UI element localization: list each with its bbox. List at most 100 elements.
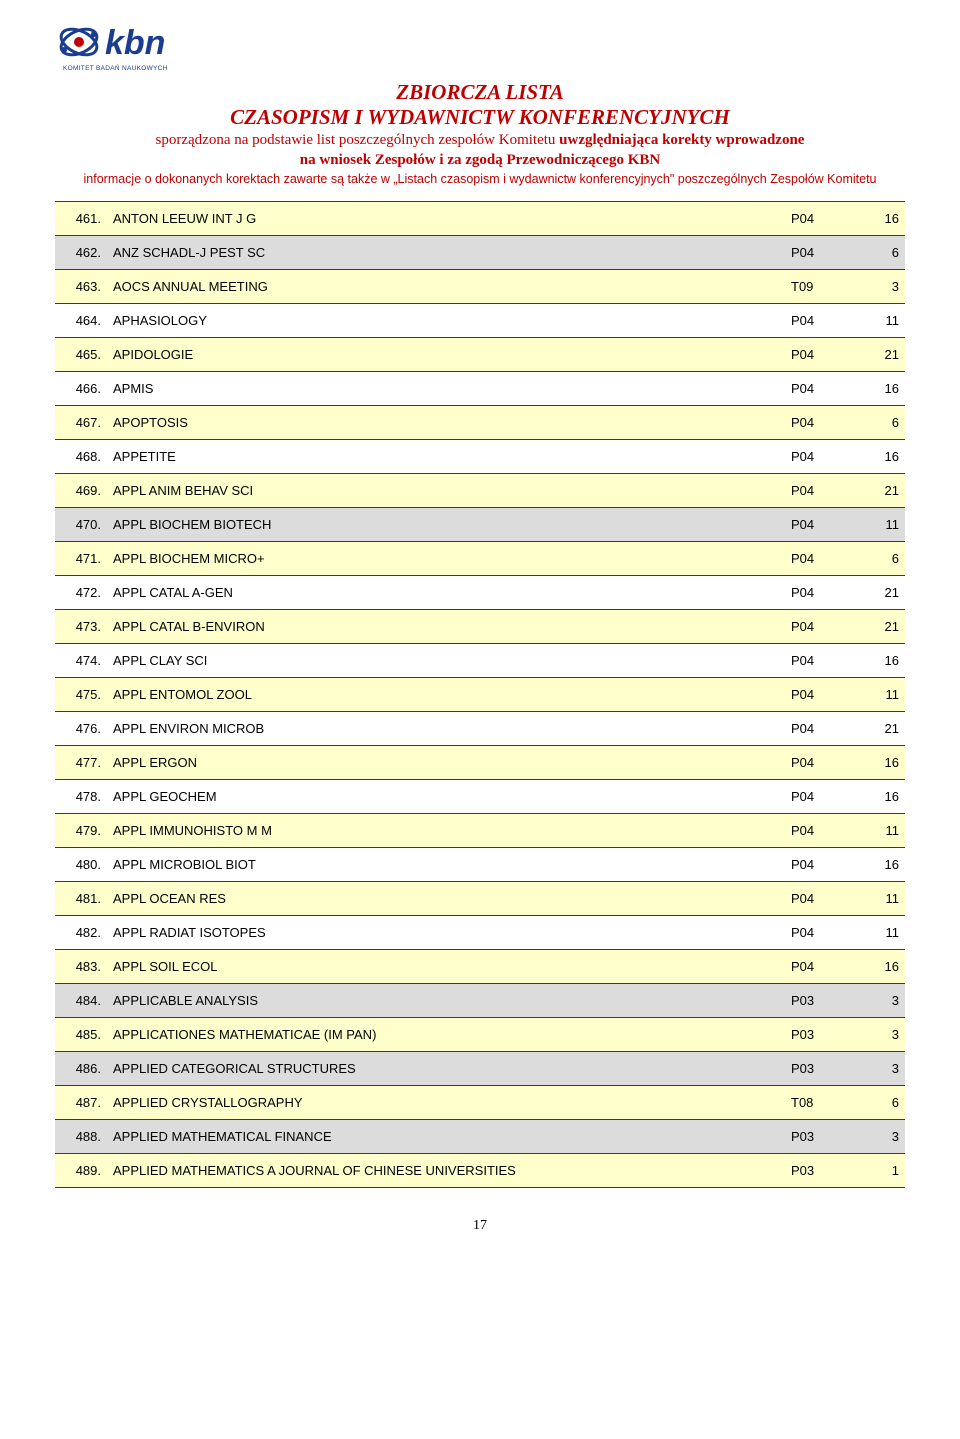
code: P04 bbox=[785, 440, 855, 474]
kbn-logo: kbn KOMITET BADAŃ NAUKOWYCH bbox=[55, 20, 905, 76]
score: 11 bbox=[855, 304, 905, 338]
document-header: ZBIORCZA LISTA CZASOPISM I WYDAWNICTW KO… bbox=[55, 80, 905, 187]
journal-title: ANZ SCHADL-J PEST SC bbox=[107, 236, 785, 270]
table-row: 465.APIDOLOGIEP0421 bbox=[55, 338, 905, 372]
journals-table: 461.ANTON LEEUW INT J GP0416462.ANZ SCHA… bbox=[55, 201, 905, 1188]
code: P03 bbox=[785, 1052, 855, 1086]
journal-title: APPL GEOCHEM bbox=[107, 780, 785, 814]
table-row: 479.APPL IMMUNOHISTO M MP0411 bbox=[55, 814, 905, 848]
row-number: 472. bbox=[55, 576, 107, 610]
journal-title: APMIS bbox=[107, 372, 785, 406]
row-number: 475. bbox=[55, 678, 107, 712]
row-number: 465. bbox=[55, 338, 107, 372]
journal-title: AOCS ANNUAL MEETING bbox=[107, 270, 785, 304]
score: 21 bbox=[855, 712, 905, 746]
score: 16 bbox=[855, 950, 905, 984]
code: P04 bbox=[785, 712, 855, 746]
code: T08 bbox=[785, 1086, 855, 1120]
row-number: 480. bbox=[55, 848, 107, 882]
score: 16 bbox=[855, 848, 905, 882]
subtitle-1-plain: sporządzona na podstawie list poszczegól… bbox=[156, 132, 560, 148]
table-row: 473.APPL CATAL B-ENVIRONP0421 bbox=[55, 610, 905, 644]
table-row: 467.APOPTOSISP046 bbox=[55, 406, 905, 440]
score: 3 bbox=[855, 1120, 905, 1154]
journal-title: APPL SOIL ECOL bbox=[107, 950, 785, 984]
table-row: 464.APHASIOLOGYP0411 bbox=[55, 304, 905, 338]
score: 16 bbox=[855, 780, 905, 814]
journal-title: APIDOLOGIE bbox=[107, 338, 785, 372]
row-number: 478. bbox=[55, 780, 107, 814]
code: P04 bbox=[785, 644, 855, 678]
score: 21 bbox=[855, 474, 905, 508]
score: 6 bbox=[855, 236, 905, 270]
score: 21 bbox=[855, 338, 905, 372]
row-number: 466. bbox=[55, 372, 107, 406]
journal-title: APPL CLAY SCI bbox=[107, 644, 785, 678]
score: 6 bbox=[855, 1086, 905, 1120]
row-number: 467. bbox=[55, 406, 107, 440]
row-number: 488. bbox=[55, 1120, 107, 1154]
code: T09 bbox=[785, 270, 855, 304]
code: P04 bbox=[785, 406, 855, 440]
table-row: 468.APPETITEP0416 bbox=[55, 440, 905, 474]
journal-title: APPL ERGON bbox=[107, 746, 785, 780]
table-row: 489.APPLIED MATHEMATICS A JOURNAL OF CHI… bbox=[55, 1154, 905, 1188]
row-number: 481. bbox=[55, 882, 107, 916]
score: 16 bbox=[855, 746, 905, 780]
subtitle-1-bold: uwzględniająca korekty wprowadzone bbox=[559, 132, 804, 148]
journal-title: APOPTOSIS bbox=[107, 406, 785, 440]
journal-title: APHASIOLOGY bbox=[107, 304, 785, 338]
score: 11 bbox=[855, 508, 905, 542]
journal-title: APPL ENTOMOL ZOOL bbox=[107, 678, 785, 712]
table-row: 481.APPL OCEAN RESP0411 bbox=[55, 882, 905, 916]
row-number: 485. bbox=[55, 1018, 107, 1052]
table-row: 471.APPL BIOCHEM MICRO+P046 bbox=[55, 542, 905, 576]
score: 1 bbox=[855, 1154, 905, 1188]
table-row: 488.APPLIED MATHEMATICAL FINANCEP033 bbox=[55, 1120, 905, 1154]
table-row: 463.AOCS ANNUAL MEETINGT093 bbox=[55, 270, 905, 304]
table-row: 478.APPL GEOCHEMP0416 bbox=[55, 780, 905, 814]
code: P04 bbox=[785, 372, 855, 406]
score: 3 bbox=[855, 1018, 905, 1052]
journal-title: APPL ENVIRON MICROB bbox=[107, 712, 785, 746]
title-line-2: CZASOPISM I WYDAWNICTW KONFERENCYJNYCH bbox=[55, 105, 905, 130]
row-number: 468. bbox=[55, 440, 107, 474]
table-row: 461.ANTON LEEUW INT J GP0416 bbox=[55, 202, 905, 236]
row-number: 487. bbox=[55, 1086, 107, 1120]
code: P04 bbox=[785, 202, 855, 236]
row-number: 483. bbox=[55, 950, 107, 984]
journal-title: APPL CATAL A-GEN bbox=[107, 576, 785, 610]
journal-title: APPETITE bbox=[107, 440, 785, 474]
score: 6 bbox=[855, 542, 905, 576]
table-row: 485.APPLICATIONES MATHEMATICAE (IM PAN)P… bbox=[55, 1018, 905, 1052]
row-number: 479. bbox=[55, 814, 107, 848]
code: P04 bbox=[785, 304, 855, 338]
svg-text:KOMITET BADAŃ NAUKOWYCH: KOMITET BADAŃ NAUKOWYCH bbox=[63, 63, 168, 72]
journal-title: APPL CATAL B-ENVIRON bbox=[107, 610, 785, 644]
code: P04 bbox=[785, 610, 855, 644]
table-row: 476.APPL ENVIRON MICROBP0421 bbox=[55, 712, 905, 746]
row-number: 474. bbox=[55, 644, 107, 678]
subtitle-line-1: sporządzona na podstawie list poszczegól… bbox=[55, 130, 905, 150]
table-row: 482.APPL RADIAT ISOTOPESP0411 bbox=[55, 916, 905, 950]
table-row: 480.APPL MICROBIOL BIOTP0416 bbox=[55, 848, 905, 882]
code: P04 bbox=[785, 508, 855, 542]
row-number: 471. bbox=[55, 542, 107, 576]
code: P04 bbox=[785, 814, 855, 848]
row-number: 489. bbox=[55, 1154, 107, 1188]
journal-title: APPLICABLE ANALYSIS bbox=[107, 984, 785, 1018]
score: 6 bbox=[855, 406, 905, 440]
table-row: 474.APPL CLAY SCIP0416 bbox=[55, 644, 905, 678]
score: 3 bbox=[855, 270, 905, 304]
score: 16 bbox=[855, 440, 905, 474]
table-row: 487.APPLIED CRYSTALLOGRAPHYT086 bbox=[55, 1086, 905, 1120]
journal-title: APPL IMMUNOHISTO M M bbox=[107, 814, 785, 848]
code: P04 bbox=[785, 542, 855, 576]
row-number: 484. bbox=[55, 984, 107, 1018]
score: 11 bbox=[855, 916, 905, 950]
code: P04 bbox=[785, 780, 855, 814]
journal-title: APPL BIOCHEM MICRO+ bbox=[107, 542, 785, 576]
title-line-1: ZBIORCZA LISTA bbox=[55, 80, 905, 105]
journal-title: APPLIED MATHEMATICS A JOURNAL OF CHINESE… bbox=[107, 1154, 785, 1188]
code: P03 bbox=[785, 1018, 855, 1052]
